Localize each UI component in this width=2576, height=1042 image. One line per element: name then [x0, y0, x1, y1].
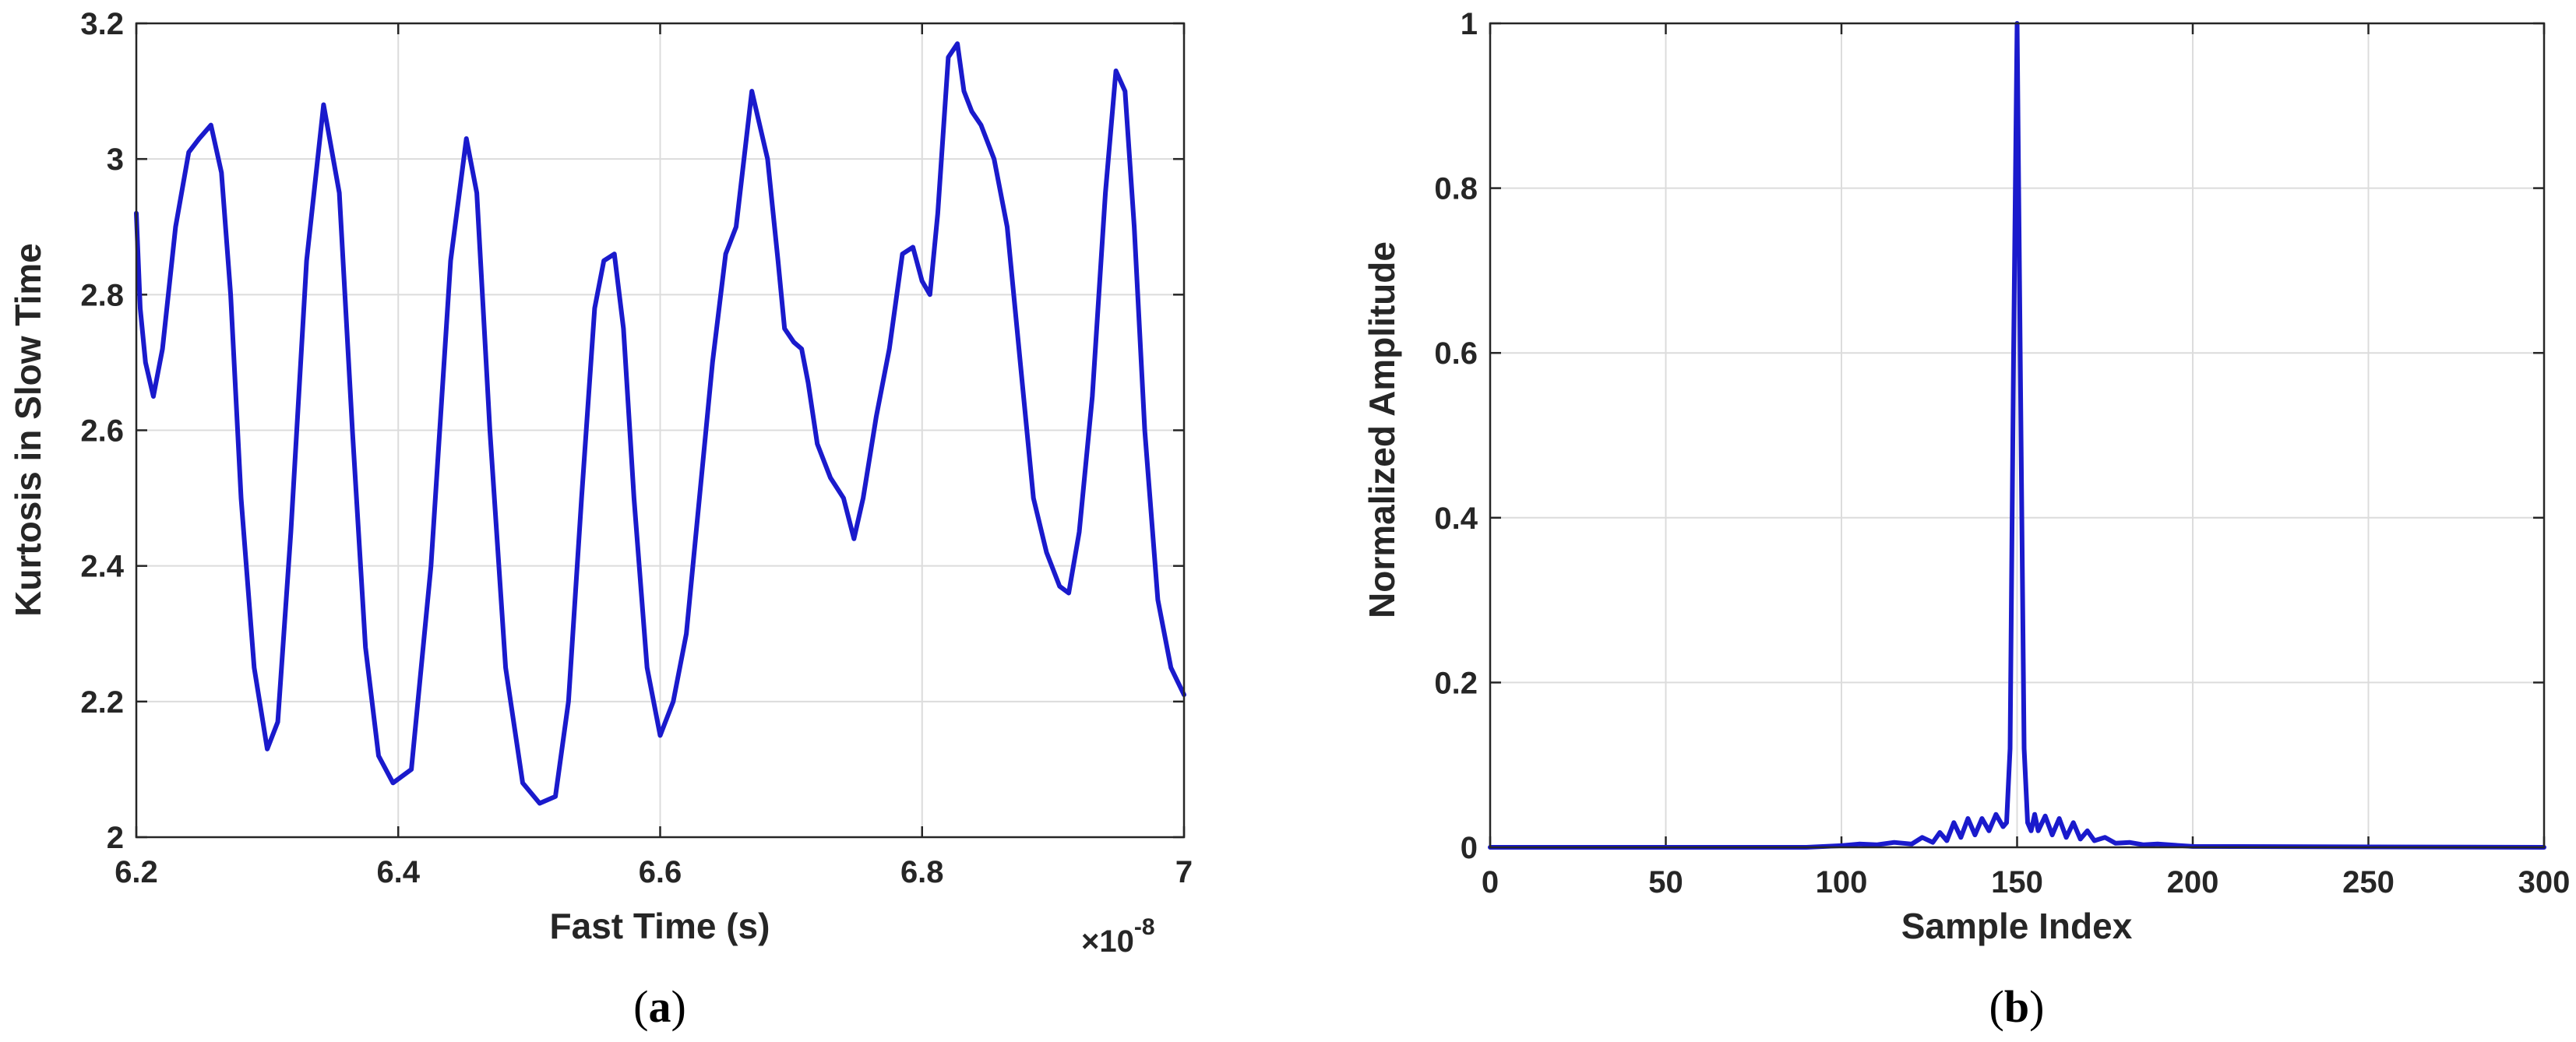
- panel-b-y-tick-label: 0.2: [1434, 666, 1478, 700]
- panel-a-x-exponent-base: ×10: [1081, 924, 1134, 959]
- panel-a-y-tick-label: 2.2: [80, 685, 124, 720]
- panel-a-y-tick-labels: 2 2.2 2.4 2.6 2.8 3 3.2: [80, 7, 124, 855]
- panel-b-caption: (b): [1989, 981, 2045, 1032]
- panel-a-caption-letter: a: [649, 981, 671, 1032]
- panel-b-y-tick-labels: 0 0.2 0.4 0.6 0.8 1: [1434, 7, 1478, 865]
- panel-b-y-tick-label: 0.8: [1434, 172, 1478, 206]
- panel-a-x-exponent: ×10-8: [1081, 914, 1155, 959]
- panel-b-amplitude-chart: 0 50 100 150 200 250 300 0 0.2 0.4 0.6 0.8 1 Sample…: [1362, 7, 2570, 1032]
- panel-b-x-tick-labels: 0 50 100 150 200 250 300: [1482, 865, 2571, 899]
- panel-a-y-tick-label: 2.4: [80, 550, 124, 584]
- panel-b-y-axis-label: Normalized Amplitude: [1362, 241, 1402, 618]
- panel-a-kurtosis-line: [134, 41, 1186, 806]
- panel-b-x-axis-label: Sample Index: [1901, 906, 2133, 946]
- panel-a-y-tick-label: 3.2: [80, 7, 124, 41]
- panel-b-caption-open: (: [1989, 981, 2004, 1032]
- panel-b-caption-close: ): [2029, 981, 2044, 1032]
- panel-b-amplitude-line: [1488, 21, 2546, 850]
- panel-a-caption-close: ): [671, 981, 686, 1032]
- panel-b-x-tick-label: 150: [1991, 865, 2043, 899]
- panel-b-axes-frame: [1489, 22, 2546, 849]
- panel-b-x-tick-label: 100: [1816, 865, 1868, 899]
- panel-a-x-tick-label: 6.4: [376, 855, 420, 889]
- panel-a-x-tick-label: 6.8: [900, 855, 944, 889]
- panel-b-y-tick-label: 1: [1461, 7, 1478, 41]
- panel-a-y-axis-label: Kurtosis in Slow Time: [8, 243, 48, 617]
- panel-a-x-tick-label: 7: [1175, 855, 1193, 889]
- panel-a-caption-open: (: [633, 981, 648, 1032]
- panel-a-y-tick-label: 2: [107, 821, 124, 855]
- panel-b-x-tick-label: 300: [2518, 865, 2571, 899]
- panel-b-x-tick-label: 0: [1482, 865, 1499, 899]
- panel-a-x-axis-label: Fast Time (s): [550, 906, 770, 946]
- panel-a-x-tick-label: 6.6: [639, 855, 682, 889]
- panel-a-axes-frame: [135, 22, 1186, 839]
- panel-a-y-tick-label: 2.6: [80, 414, 124, 449]
- panel-b-x-tick-label: 250: [2342, 865, 2395, 899]
- panel-a-x-tick-label: 6.2: [115, 855, 158, 889]
- panel-b-y-tick-label: 0.4: [1434, 502, 1478, 536]
- panel-b-y-tick-label: 0.6: [1434, 336, 1478, 371]
- panel-a-x-exponent-power: -8: [1134, 914, 1155, 940]
- panel-b-x-tick-label: 200: [2167, 865, 2219, 899]
- panel-a-caption: (a): [633, 981, 686, 1032]
- panel-a-kurtosis-chart: 6.2 6.4 6.6 6.8 7 2 2.2 2.4 2.6 2.8 3 3.2 Fast Tim…: [8, 7, 1193, 1032]
- panel-b-caption-letter: b: [2004, 981, 2029, 1032]
- panel-a-y-tick-label: 3: [107, 143, 124, 177]
- panel-b-x-tick-label: 50: [1648, 865, 1683, 899]
- panel-a-x-tick-labels: 6.2 6.4 6.6 6.8 7: [115, 855, 1193, 889]
- panel-a-y-tick-label: 2.8: [80, 278, 124, 312]
- panel-b-y-tick-label: 0: [1461, 831, 1478, 865]
